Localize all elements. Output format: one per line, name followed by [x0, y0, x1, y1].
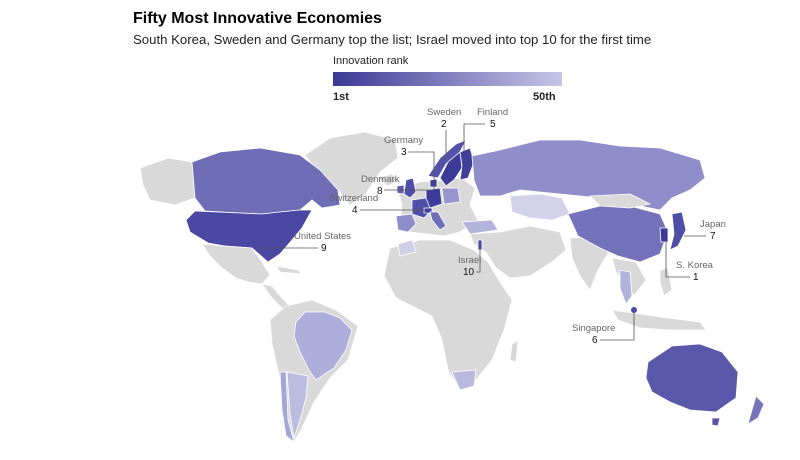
indonesia: [611, 309, 707, 331]
caribbean: [275, 265, 304, 275]
rank-israel: 10: [463, 267, 475, 278]
south-korea: [659, 227, 669, 243]
label-switzerland: Switzerland: [329, 193, 378, 204]
map-title: Fifty Most Innovative Economies: [133, 10, 382, 27]
middle-east: [469, 225, 567, 279]
russia: [471, 139, 706, 211]
rank-sweden: 2: [441, 119, 447, 130]
africa: [383, 239, 513, 391]
singapore-marker: [631, 307, 637, 313]
iceland: [377, 173, 399, 187]
alaska: [139, 157, 196, 206]
rank-germany: 3: [401, 147, 407, 158]
label-south-korea: S. Korea: [676, 260, 714, 271]
central-asia: [509, 193, 571, 221]
leader-singapore: [600, 312, 635, 341]
tasmania: [711, 417, 721, 427]
poland: [441, 187, 461, 205]
legend-gradient-bar: [333, 72, 562, 86]
spain: [395, 213, 417, 233]
leader-israel: [476, 250, 481, 273]
united-states: [185, 209, 313, 263]
italy: [429, 211, 447, 231]
norway: [427, 139, 467, 179]
japan: [669, 211, 687, 251]
label-sweden: Sweden: [427, 107, 461, 118]
turkey: [461, 219, 499, 235]
rank-singapore: 6: [592, 335, 598, 346]
legend-title: Innovation rank: [333, 55, 409, 67]
madagascar: [509, 339, 519, 363]
leader-finland: [463, 123, 485, 152]
argentina: [286, 371, 309, 439]
morocco: [397, 239, 417, 257]
thailand: [619, 269, 633, 305]
australia: [645, 343, 739, 413]
legend-high-label: 50th: [533, 91, 556, 103]
leader-germany: [408, 151, 435, 190]
rank-switzerland: 4: [352, 205, 358, 216]
rank-japan: 7: [710, 231, 716, 242]
denmark: [429, 178, 438, 188]
label-denmark: Denmark: [361, 174, 400, 185]
label-singapore: Singapore: [572, 323, 615, 334]
philippines: [659, 267, 673, 297]
label-united-states: United States: [294, 231, 351, 242]
rank-south-korea: 1: [693, 272, 699, 283]
new-zealand: [747, 395, 765, 425]
rank-finland: 5: [490, 119, 496, 130]
rank-united-states: 9: [321, 243, 327, 254]
finland: [459, 147, 475, 181]
ireland: [396, 184, 405, 195]
mongolia: [589, 193, 652, 209]
label-germany: Germany: [384, 135, 423, 146]
label-israel: Israel: [458, 255, 481, 266]
rank-denmark: 8: [377, 186, 383, 197]
legend-low-label: 1st: [333, 91, 349, 103]
label-japan: Japan: [700, 219, 726, 230]
israel: [477, 239, 483, 251]
leader-south-korea: [665, 242, 690, 278]
south-africa: [451, 369, 477, 391]
label-finland: Finland: [477, 107, 508, 118]
chile: [279, 371, 295, 444]
map-subtitle: South Korea, Sweden and Germany top the …: [133, 32, 652, 47]
germany: [425, 187, 443, 209]
brazil: [293, 311, 353, 381]
